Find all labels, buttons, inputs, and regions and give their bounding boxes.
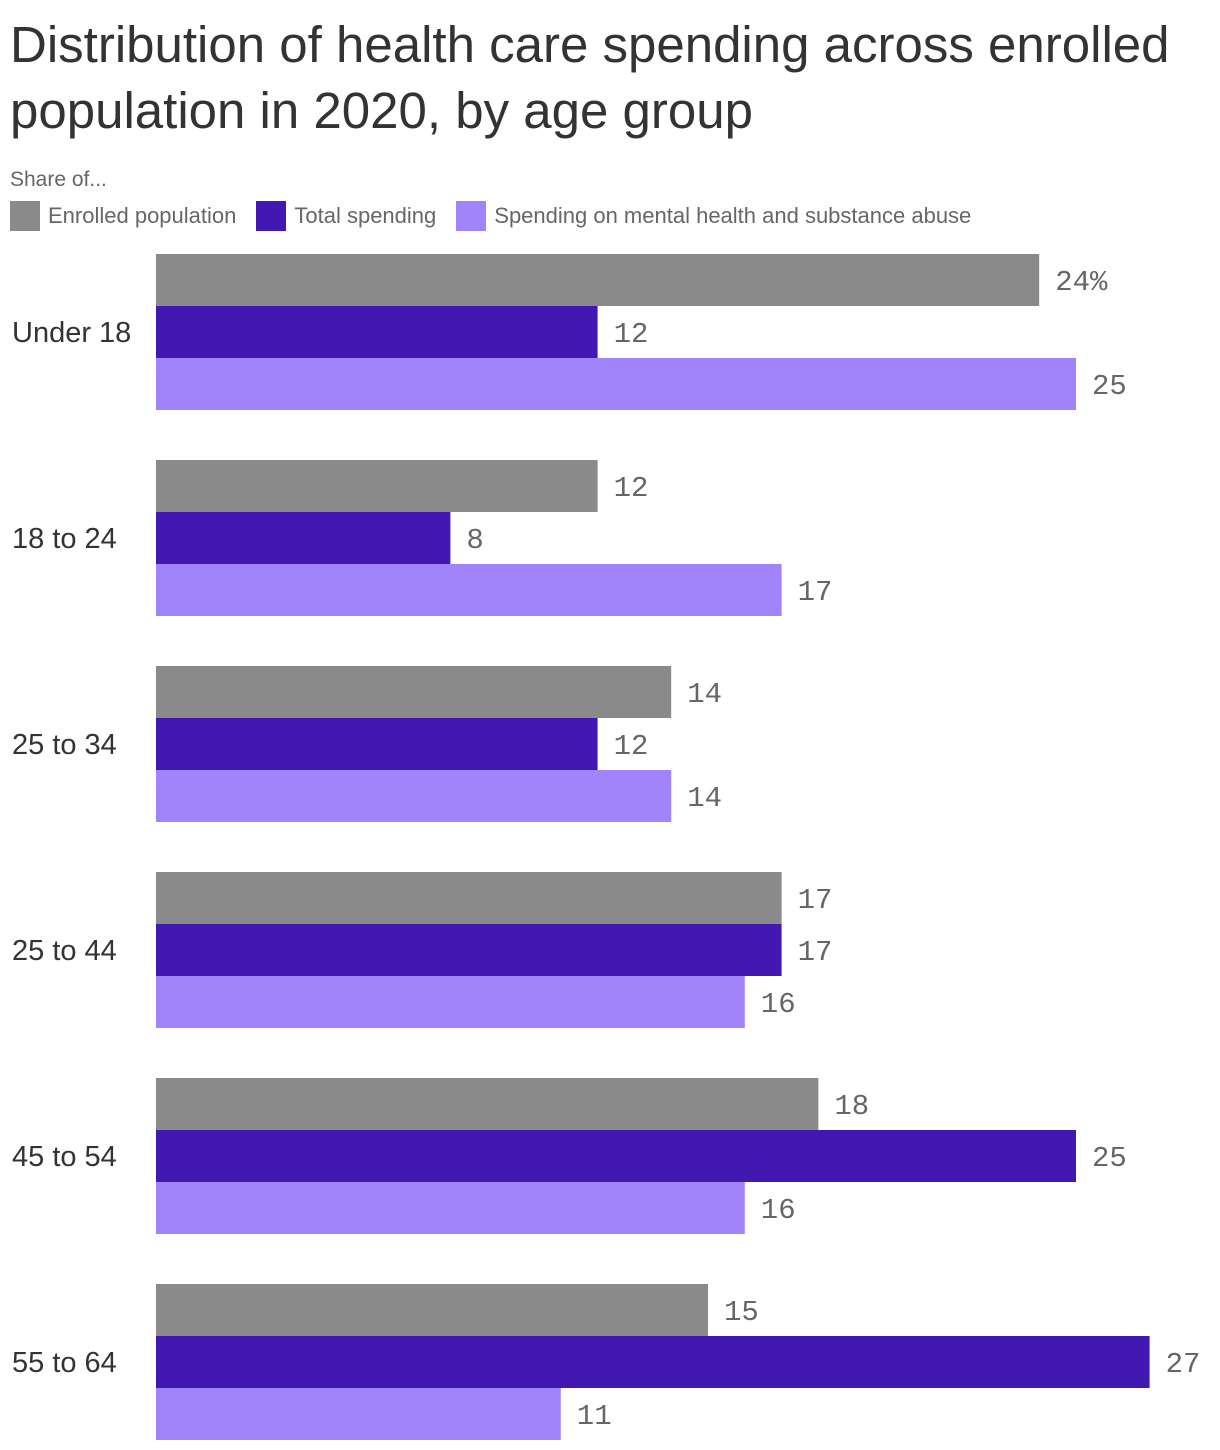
bar-25-to-34-enrolled-population xyxy=(156,666,672,718)
value-label-18-to-24-enrolled-population: 12 xyxy=(614,472,649,505)
category-label-45-to-54: 45 to 54 xyxy=(12,1141,117,1173)
value-label-55-to-64-enrolled-population: 15 xyxy=(724,1296,759,1329)
value-label-18-to-24-total-spending: 8 xyxy=(466,524,483,557)
bar-55-to-64-spending-on-mental-health-and-substance-abuse xyxy=(156,1388,561,1440)
legend-label-enrolled-population: Enrolled population xyxy=(48,203,237,228)
value-label-under-18-total-spending: 12 xyxy=(614,318,649,351)
bar-25-to-34-total-spending xyxy=(156,718,598,770)
value-label-25-to-34-spending-on-mental-health-and-substance-abuse: 14 xyxy=(687,782,722,815)
category-label-18-to-24: 18 to 24 xyxy=(12,523,117,555)
value-label-25-to-34-enrolled-population: 14 xyxy=(687,678,722,711)
value-label-18-to-24-spending-on-mental-health-and-substance-abuse: 17 xyxy=(798,576,833,609)
value-label-55-to-64-spending-on-mental-health-and-substance-abuse: 11 xyxy=(577,1400,612,1433)
bar-45-to-54-spending-on-mental-health-and-substance-abuse xyxy=(156,1182,745,1234)
bar-25-to-44-spending-on-mental-health-and-substance-abuse xyxy=(156,976,745,1028)
bar-25-to-34-spending-on-mental-health-and-substance-abuse xyxy=(156,770,672,822)
bar-under-18-spending-on-mental-health-and-substance-abuse xyxy=(156,358,1076,410)
category-label-under-18: Under 18 xyxy=(12,317,131,349)
bar-18-to-24-enrolled-population xyxy=(156,460,598,512)
chart-legend: Enrolled population Total spending Spend… xyxy=(10,200,991,232)
bar-18-to-24-total-spending xyxy=(156,512,451,564)
bar-under-18-enrolled-population xyxy=(156,254,1040,306)
value-label-under-18-spending-on-mental-health-and-substance-abuse: 25 xyxy=(1092,370,1127,403)
value-label-25-to-44-spending-on-mental-health-and-substance-abuse: 16 xyxy=(761,988,796,1021)
bar-under-18-total-spending xyxy=(156,306,598,358)
value-label-45-to-54-enrolled-population: 18 xyxy=(834,1090,869,1123)
legend-item-enrolled-population: Enrolled population xyxy=(10,201,236,231)
category-label-25-to-44: 25 to 44 xyxy=(12,935,117,967)
legend-swatch-enrolled-population xyxy=(10,201,40,231)
chart-title: Distribution of health care spending acr… xyxy=(10,16,1170,139)
bar-25-to-44-total-spending xyxy=(156,924,782,976)
bar-55-to-64-enrolled-population xyxy=(156,1284,708,1336)
chart-subtitle: Share of... xyxy=(10,168,107,191)
bar-55-to-64-total-spending xyxy=(156,1336,1150,1388)
legend-swatch-mental-health-spending xyxy=(456,201,487,231)
value-label-25-to-34-total-spending: 12 xyxy=(614,730,649,763)
category-label-55-to-64: 55 to 64 xyxy=(12,1347,117,1379)
legend-label-mental-health-spending: Spending on mental health and substance … xyxy=(494,203,972,228)
legend-label-total-spending: Total spending xyxy=(294,203,437,228)
bar-45-to-54-total-spending xyxy=(156,1130,1076,1182)
value-label-25-to-44-enrolled-population: 17 xyxy=(798,884,833,917)
value-label-under-18-enrolled-population: 24% xyxy=(1055,266,1108,299)
bar-18-to-24-spending-on-mental-health-and-substance-abuse xyxy=(156,564,782,616)
bar-45-to-54-enrolled-population xyxy=(156,1078,819,1130)
value-label-45-to-54-spending-on-mental-health-and-substance-abuse: 16 xyxy=(761,1194,796,1227)
legend-swatch-total-spending xyxy=(256,201,287,231)
value-label-25-to-44-total-spending: 17 xyxy=(798,936,833,969)
category-label-25-to-34: 25 to 34 xyxy=(12,729,117,761)
bar-25-to-44-enrolled-population xyxy=(156,872,782,924)
legend-item-mental-health-spending: Spending on mental health and substance … xyxy=(456,201,971,231)
legend-item-total-spending: Total spending xyxy=(256,201,436,231)
value-label-45-to-54-total-spending: 25 xyxy=(1092,1142,1127,1175)
value-label-55-to-64-total-spending: 27 xyxy=(1166,1348,1201,1381)
